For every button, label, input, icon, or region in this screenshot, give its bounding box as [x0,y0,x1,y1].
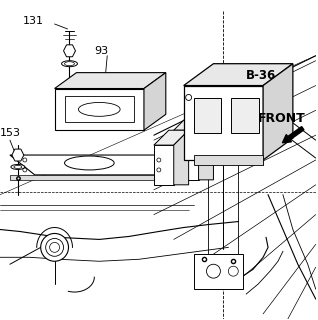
Polygon shape [174,130,189,185]
Ellipse shape [62,61,78,67]
Polygon shape [184,85,263,160]
Polygon shape [184,64,293,85]
Circle shape [41,234,68,261]
Polygon shape [144,73,166,130]
Polygon shape [231,99,259,133]
Polygon shape [55,73,166,89]
Circle shape [186,94,192,100]
Text: 93: 93 [94,46,108,56]
Text: 131: 131 [23,16,44,26]
Polygon shape [263,64,293,160]
Polygon shape [154,130,189,145]
Text: B-36: B-36 [246,69,276,82]
Polygon shape [174,130,198,180]
Polygon shape [174,115,213,130]
Polygon shape [194,155,263,165]
Polygon shape [194,254,243,289]
Text: 94: 94 [89,100,104,110]
Polygon shape [194,99,221,133]
Polygon shape [154,145,174,185]
Ellipse shape [11,164,25,169]
Polygon shape [55,89,144,130]
FancyArrow shape [282,127,304,143]
Polygon shape [198,115,213,180]
Ellipse shape [65,156,114,170]
Polygon shape [10,155,198,175]
Text: 153: 153 [0,128,21,138]
Polygon shape [64,45,75,57]
Text: FRONT: FRONT [258,112,306,125]
Polygon shape [10,175,174,180]
Polygon shape [12,149,24,161]
